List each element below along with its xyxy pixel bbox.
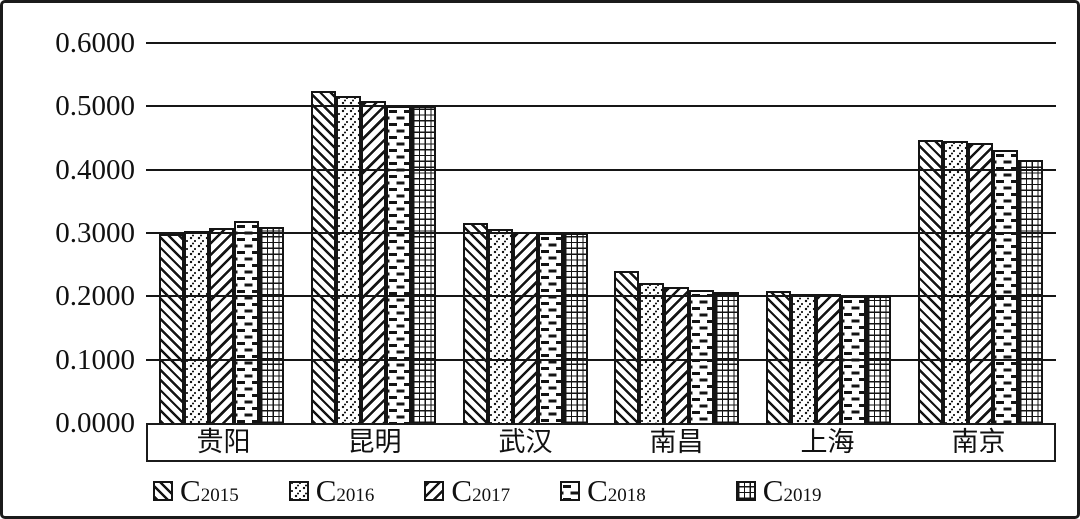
bar-s3-c5 bbox=[992, 150, 1018, 423]
legend: C 2015 C 2016 C 2017 C 2018 C 2019 bbox=[153, 474, 871, 508]
bar-s1-c3 bbox=[639, 283, 665, 423]
y-tick-label-4: 0.2000 bbox=[55, 280, 135, 313]
gridline-0.2 bbox=[146, 295, 1056, 298]
gridline-0.3 bbox=[146, 231, 1056, 235]
bar-s4-c1 bbox=[411, 106, 436, 423]
gridline-0.1 bbox=[146, 358, 1056, 361]
bar-s2-c3 bbox=[664, 286, 690, 423]
x-category-label-5: 南京 bbox=[951, 427, 1006, 457]
legend-item-c2019: C 2019 bbox=[735, 473, 822, 508]
bar-s0-c4 bbox=[766, 291, 792, 423]
y-tick-label-6: 0.0000 bbox=[55, 407, 135, 439]
x-category-label-4: 上海 bbox=[800, 427, 855, 457]
bar-s4-c3 bbox=[714, 291, 740, 423]
legend-label-base: C bbox=[587, 473, 608, 508]
bar-s0-c2 bbox=[462, 222, 488, 423]
bar-s1-c1 bbox=[336, 95, 361, 423]
bar-s3-c1 bbox=[386, 105, 411, 423]
bar-s2-c2 bbox=[512, 232, 538, 423]
bar-group-5 bbox=[904, 139, 1056, 423]
legend-label-subscript: 2017 bbox=[472, 485, 511, 506]
dot-speckle-swatch-icon bbox=[288, 481, 309, 501]
bar-s0-c5 bbox=[917, 139, 943, 423]
bar-s2-c5 bbox=[967, 143, 993, 423]
gridline-0.5 bbox=[146, 105, 1056, 108]
bar-group-0 bbox=[146, 221, 298, 423]
x-category-label-0: 贵阳 bbox=[196, 427, 251, 457]
x-category-label-1: 昆明 bbox=[347, 427, 402, 457]
bar-s0-c1 bbox=[311, 90, 336, 423]
legend-item-c2018: C 2018 bbox=[560, 474, 646, 508]
bar-group-4 bbox=[753, 291, 905, 423]
legend-label-base: C bbox=[180, 473, 201, 508]
plot-area bbox=[146, 41, 1056, 423]
bar-group-2 bbox=[449, 222, 601, 423]
legend-label-base: C bbox=[451, 473, 473, 508]
bar-s0-c0 bbox=[159, 234, 185, 423]
gridline-0.6 bbox=[146, 41, 1056, 45]
bar-s1-c0 bbox=[184, 231, 210, 423]
diagonal-slash-hatch-swatch-icon bbox=[424, 481, 445, 501]
y-tick-label-1: 0.5000 bbox=[55, 90, 135, 123]
y-tick-label-3: 0.3000 bbox=[55, 217, 135, 249]
y-tick-label-5: 0.1000 bbox=[55, 343, 135, 376]
bar-s1-c2 bbox=[487, 229, 513, 423]
y-tick-label-2: 0.4000 bbox=[55, 153, 135, 186]
gridline-0.4 bbox=[146, 168, 1056, 171]
bar-s4-c2 bbox=[562, 233, 588, 423]
legend-label-subscript: 2018 bbox=[607, 485, 646, 506]
legend-label-subscript: 2015 bbox=[200, 485, 239, 506]
bar-s4-c0 bbox=[259, 226, 285, 423]
x-axis-category-box: 贵阳 昆明 武汉 南昌 上海 南京 bbox=[146, 423, 1056, 462]
grid-crosshatch-swatch-icon bbox=[735, 481, 756, 501]
bar-s4-c5 bbox=[1017, 160, 1043, 423]
legend-label-base: C bbox=[315, 473, 337, 508]
bar-s3-c0 bbox=[234, 221, 260, 423]
legend-item-c2015: C 2015 bbox=[153, 474, 239, 508]
diagonal-backslash-hatch-swatch-icon bbox=[153, 481, 173, 501]
legend-label-subscript: 2019 bbox=[783, 485, 822, 506]
x-category-label-2: 武汉 bbox=[498, 427, 553, 457]
bar-s1-c5 bbox=[942, 141, 968, 423]
bar-groups-container bbox=[146, 43, 1056, 423]
y-tick-label-0: 0.6000 bbox=[55, 27, 135, 59]
legend-label-base: C bbox=[762, 473, 784, 508]
bar-s0-c3 bbox=[614, 271, 640, 423]
x-category-label-3: 南昌 bbox=[649, 427, 704, 457]
legend-item-c2017: C 2017 bbox=[424, 474, 510, 508]
bar-group-1 bbox=[298, 90, 450, 423]
bar-s3-c3 bbox=[689, 290, 715, 423]
legend-item-c2016: C 2016 bbox=[288, 473, 375, 508]
legend-label-subscript: 2016 bbox=[336, 485, 375, 506]
bar-s2-c0 bbox=[209, 227, 235, 423]
horizontal-dash-brick-swatch-icon bbox=[560, 481, 581, 501]
bar-group-3 bbox=[601, 271, 753, 423]
bar-s2-c1 bbox=[361, 100, 386, 423]
bar-s3-c2 bbox=[537, 233, 563, 423]
